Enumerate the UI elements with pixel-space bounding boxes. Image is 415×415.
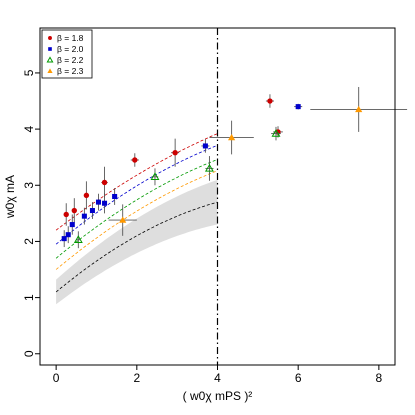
marker (95, 199, 102, 205)
data-point (265, 94, 274, 108)
marker (228, 133, 236, 141)
x-tick-label: 2 (133, 371, 140, 385)
fit-curve (55, 201, 218, 293)
marker (101, 179, 108, 186)
data-point (73, 231, 83, 249)
marker (204, 163, 214, 172)
legend-item: β = 1.8 (48, 33, 84, 43)
data-point (201, 139, 210, 153)
data-point (150, 168, 160, 186)
data-point (112, 188, 118, 205)
marker (172, 149, 178, 156)
y-tick-label: 5 (22, 69, 36, 76)
marker (202, 143, 208, 149)
data-point (63, 203, 69, 226)
y-tick-label: 3 (22, 182, 36, 189)
fit-curve (55, 133, 218, 231)
continuum-error-band (56, 179, 218, 305)
legend-marker (48, 47, 52, 51)
y-axis-label: w0χ mA (3, 175, 17, 219)
data-point (108, 204, 137, 236)
y-tick-label: 1 (22, 294, 36, 301)
legend-item: β = 2.2 (46, 55, 84, 65)
legend: β = 1.8β = 2.0β = 2.2β = 2.3 (41, 29, 93, 79)
marker (63, 211, 69, 218)
marker (132, 157, 138, 163)
marker (271, 128, 281, 137)
fit-curves (55, 133, 218, 293)
data-point (130, 153, 139, 167)
x-axis-ticks: 0 2 4 6 8 (53, 365, 383, 385)
data-point (294, 103, 303, 110)
legend-label: β = 2.3 (57, 66, 84, 76)
legend-label: β = 1.8 (57, 33, 84, 43)
data-point (95, 193, 102, 211)
fit-curve (55, 159, 218, 259)
data-point (61, 230, 67, 248)
marker (83, 192, 90, 199)
data-point (102, 193, 108, 214)
marker (81, 213, 87, 219)
y-tick-label: 0 (22, 350, 36, 357)
data-point (69, 214, 75, 235)
data-point (310, 86, 408, 132)
data-point (209, 120, 254, 155)
marker (267, 98, 273, 104)
marker (61, 236, 67, 242)
marker (69, 222, 75, 228)
error-band (56, 179, 218, 305)
data-point (204, 156, 214, 181)
data-point (83, 181, 90, 210)
data-point (89, 202, 95, 219)
marker (65, 232, 71, 238)
data-point (65, 226, 71, 244)
x-axis-label: ( w0χ mPS )² (183, 389, 253, 403)
legend-item: β = 2.0 (48, 44, 84, 54)
legend-marker (46, 56, 54, 63)
data-points (61, 86, 408, 249)
marker (295, 104, 301, 110)
data-point (271, 126, 281, 141)
legend-marker (47, 68, 53, 73)
fit-curve (55, 145, 218, 245)
legend-label: β = 2.2 (57, 55, 84, 65)
x-tick-label: 0 (53, 371, 60, 385)
y-axis-ticks: 0 1 2 3 4 5 (22, 69, 40, 357)
fit-curve (55, 170, 218, 270)
x-tick-label: 4 (214, 371, 221, 385)
marker (119, 216, 127, 223)
marker (112, 193, 118, 200)
x-tick-label: 6 (295, 371, 302, 385)
data-point (171, 138, 180, 167)
marker (355, 105, 363, 113)
legend-item: β = 2.3 (47, 66, 84, 76)
data-point (81, 207, 87, 225)
marker (102, 200, 108, 206)
data-point (71, 198, 77, 223)
marker (89, 208, 95, 214)
legend-label: β = 2.0 (57, 44, 84, 54)
marker (150, 172, 160, 181)
legend-marker (48, 36, 52, 40)
x-tick-label: 8 (376, 371, 383, 385)
marker (71, 207, 77, 214)
marker (73, 235, 83, 243)
y-tick-label: 2 (22, 238, 36, 245)
y-tick-label: 4 (22, 125, 36, 132)
data-point (101, 166, 108, 199)
